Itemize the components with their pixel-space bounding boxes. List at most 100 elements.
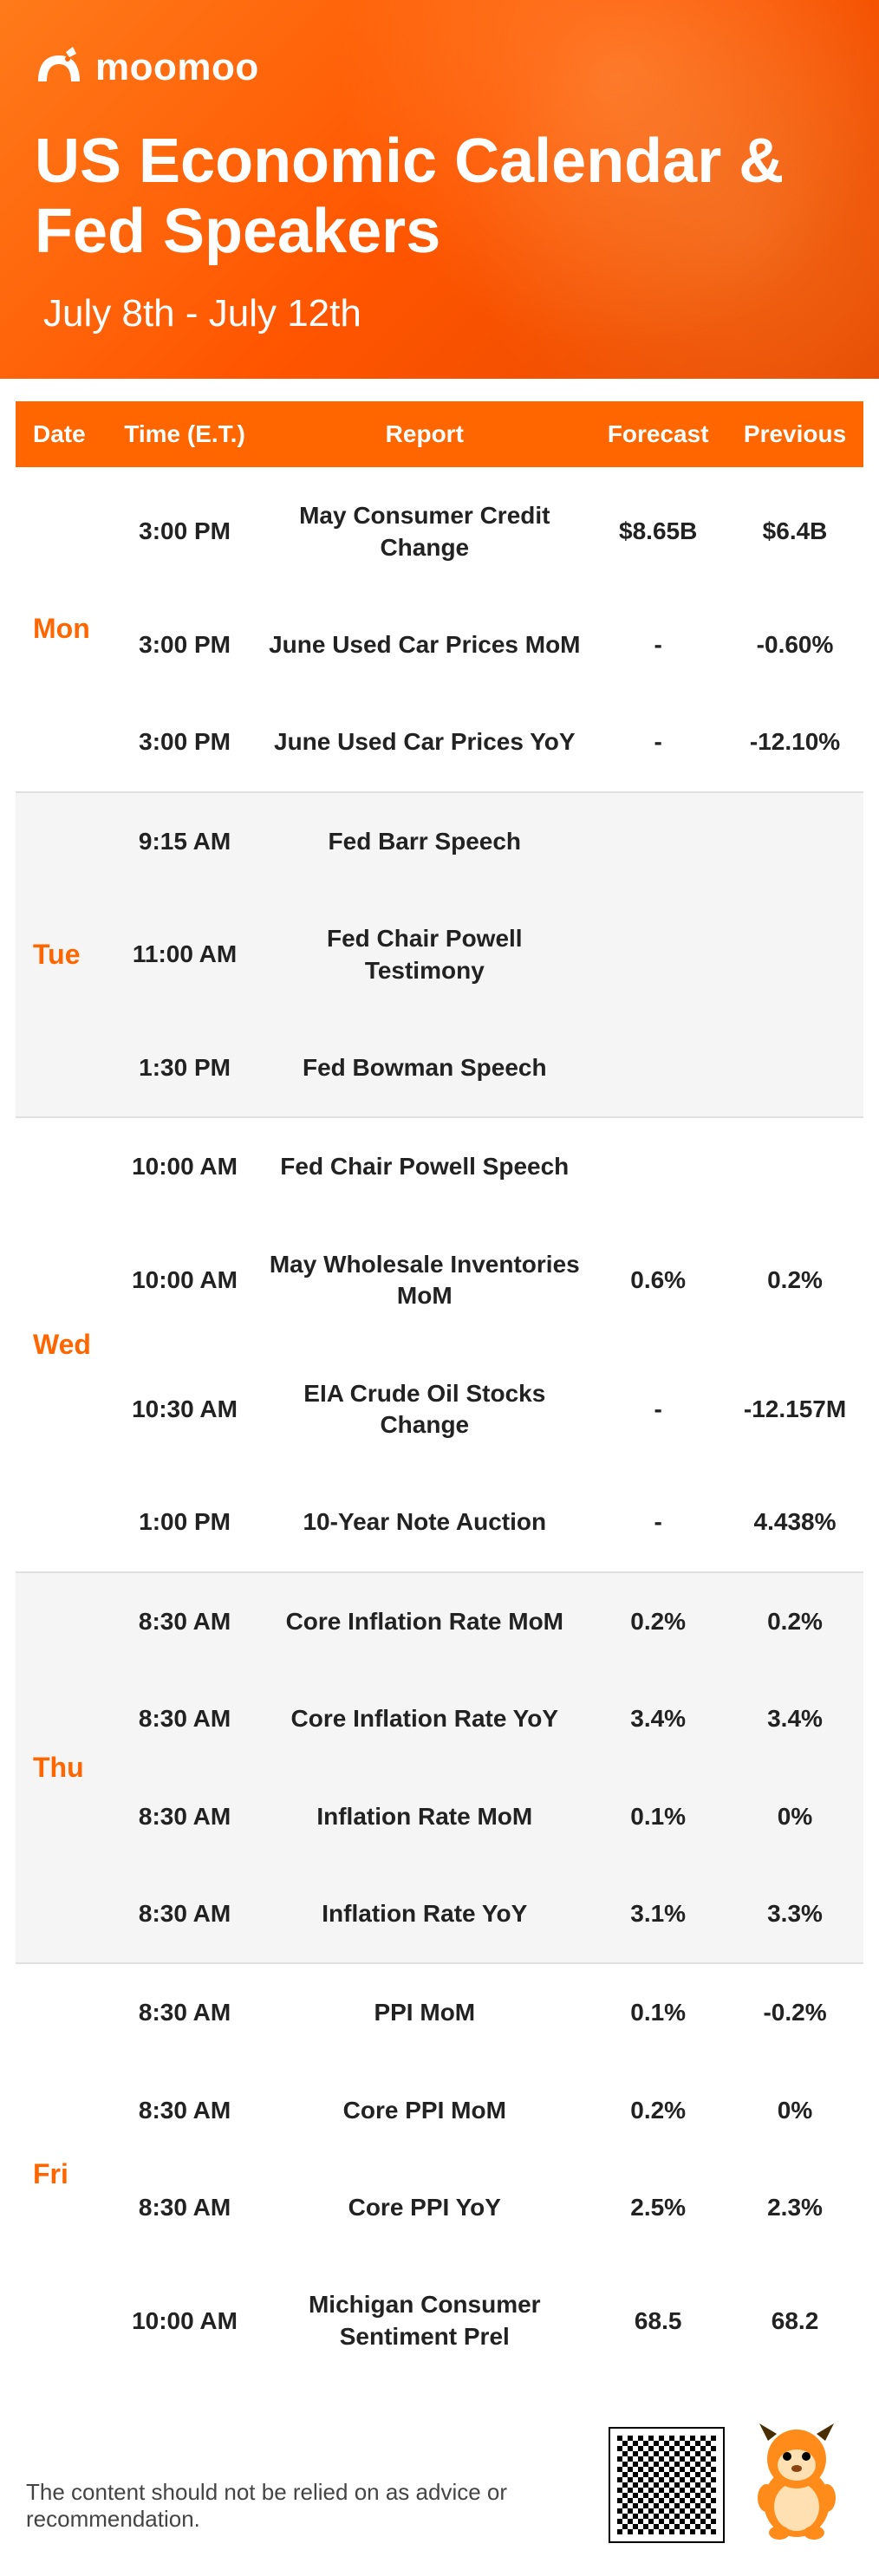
footer: The content should not be relied on as a… bbox=[0, 2385, 879, 2576]
day-cell: Thu bbox=[16, 1572, 110, 1964]
table-row: 8:30 AMCore PPI YoY2.5%2.3% bbox=[16, 2159, 863, 2256]
forecast-cell: 0.2% bbox=[589, 1572, 726, 1670]
forecast-cell bbox=[589, 890, 726, 1019]
table-row: 8:30 AMCore Inflation Rate YoY3.4%3.4% bbox=[16, 1670, 863, 1767]
forecast-cell: 68.5 bbox=[589, 2256, 726, 2385]
previous-cell: 0% bbox=[726, 1768, 863, 1865]
time-cell: 10:30 AM bbox=[110, 1345, 260, 1474]
table-row: 10:00 AMMay Wholesale Inventories MoM0.6… bbox=[16, 1216, 863, 1345]
col-header-time: Time (E.T.) bbox=[110, 401, 260, 467]
brand-name: moomoo bbox=[95, 46, 259, 89]
day-cell: Wed bbox=[16, 1117, 110, 1571]
time-cell: 1:00 PM bbox=[110, 1473, 260, 1571]
table-body: Mon3:00 PMMay Consumer Credit Change$8.6… bbox=[16, 467, 863, 2385]
table-row: 3:00 PMJune Used Car Prices YoY--12.10% bbox=[16, 693, 863, 791]
previous-cell: -12.10% bbox=[726, 693, 863, 791]
report-cell: Michigan Consumer Sentiment Prel bbox=[259, 2256, 589, 2385]
previous-cell: 2.3% bbox=[726, 2159, 863, 2256]
report-cell: Fed Bowman Speech bbox=[259, 1019, 589, 1117]
forecast-cell: 0.1% bbox=[589, 1768, 726, 1865]
previous-cell: 3.4% bbox=[726, 1670, 863, 1767]
table-row: Fri8:30 AMPPI MoM0.1%-0.2% bbox=[16, 1963, 863, 2061]
mascot-icon bbox=[740, 2411, 853, 2541]
time-cell: 11:00 AM bbox=[110, 890, 260, 1019]
time-cell: 8:30 AM bbox=[110, 1670, 260, 1767]
time-cell: 8:30 AM bbox=[110, 1963, 260, 2061]
time-cell: 9:15 AM bbox=[110, 792, 260, 890]
previous-cell bbox=[726, 1019, 863, 1117]
previous-cell: 0.2% bbox=[726, 1572, 863, 1670]
time-cell: 8:30 AM bbox=[110, 2062, 260, 2159]
time-cell: 10:00 AM bbox=[110, 2256, 260, 2385]
report-cell: Inflation Rate MoM bbox=[259, 1768, 589, 1865]
forecast-cell: 0.6% bbox=[589, 1216, 726, 1345]
report-cell: EIA Crude Oil Stocks Change bbox=[259, 1345, 589, 1474]
report-cell: Fed Barr Speech bbox=[259, 792, 589, 890]
forecast-cell bbox=[589, 1117, 726, 1215]
forecast-cell: - bbox=[589, 1345, 726, 1474]
report-cell: 10-Year Note Auction bbox=[259, 1473, 589, 1571]
time-cell: 3:00 PM bbox=[110, 467, 260, 596]
time-cell: 10:00 AM bbox=[110, 1216, 260, 1345]
previous-cell: 0.2% bbox=[726, 1216, 863, 1345]
logo-row: moomoo bbox=[35, 43, 844, 92]
forecast-cell: 3.4% bbox=[589, 1670, 726, 1767]
forecast-cell bbox=[589, 792, 726, 890]
report-cell: Core Inflation Rate MoM bbox=[259, 1572, 589, 1670]
report-cell: Fed Chair Powell Speech bbox=[259, 1117, 589, 1215]
forecast-cell: - bbox=[589, 1473, 726, 1571]
calendar-table: Date Time (E.T.) Report Forecast Previou… bbox=[16, 401, 863, 2385]
report-cell: June Used Car Prices YoY bbox=[259, 693, 589, 791]
table-row: 8:30 AMCore PPI MoM0.2%0% bbox=[16, 2062, 863, 2159]
report-cell: PPI MoM bbox=[259, 1963, 589, 2061]
col-header-report: Report bbox=[259, 401, 589, 467]
previous-cell: 0% bbox=[726, 2062, 863, 2159]
report-cell: Core Inflation Rate YoY bbox=[259, 1670, 589, 1767]
page-title: US Economic Calendar & Fed Speakers bbox=[35, 127, 844, 266]
previous-cell: $6.4B bbox=[726, 467, 863, 596]
forecast-cell: - bbox=[589, 596, 726, 693]
forecast-cell bbox=[589, 1019, 726, 1117]
forecast-cell: 0.1% bbox=[589, 1963, 726, 2061]
previous-cell: -0.60% bbox=[726, 596, 863, 693]
forecast-cell: $8.65B bbox=[589, 467, 726, 596]
previous-cell bbox=[726, 792, 863, 890]
time-cell: 1:30 PM bbox=[110, 1019, 260, 1117]
previous-cell: -0.2% bbox=[726, 1963, 863, 2061]
moomoo-logo-icon bbox=[35, 43, 83, 92]
previous-cell: 68.2 bbox=[726, 2256, 863, 2385]
table-row: 8:30 AMInflation Rate YoY3.1%3.3% bbox=[16, 1865, 863, 1963]
time-cell: 3:00 PM bbox=[110, 596, 260, 693]
time-cell: 3:00 PM bbox=[110, 693, 260, 791]
time-cell: 8:30 AM bbox=[110, 2159, 260, 2256]
table-row: 10:30 AMEIA Crude Oil Stocks Change--12.… bbox=[16, 1345, 863, 1474]
table-row: 3:00 PMJune Used Car Prices MoM--0.60% bbox=[16, 596, 863, 693]
col-header-date: Date bbox=[16, 401, 110, 467]
previous-cell: 3.3% bbox=[726, 1865, 863, 1963]
day-cell: Tue bbox=[16, 792, 110, 1118]
table-row: 1:30 PMFed Bowman Speech bbox=[16, 1019, 863, 1117]
report-cell: May Wholesale Inventories MoM bbox=[259, 1216, 589, 1345]
table-row: Thu8:30 AMCore Inflation Rate MoM0.2%0.2… bbox=[16, 1572, 863, 1670]
day-cell: Fri bbox=[16, 1963, 110, 2385]
table-row: Tue9:15 AMFed Barr Speech bbox=[16, 792, 863, 890]
table-row: Wed10:00 AMFed Chair Powell Speech bbox=[16, 1117, 863, 1215]
table-header: Date Time (E.T.) Report Forecast Previou… bbox=[16, 401, 863, 467]
col-header-previous: Previous bbox=[726, 401, 863, 467]
time-cell: 8:30 AM bbox=[110, 1865, 260, 1963]
table-row: 8:30 AMInflation Rate MoM0.1%0% bbox=[16, 1768, 863, 1865]
time-cell: 8:30 AM bbox=[110, 1768, 260, 1865]
day-cell: Mon bbox=[16, 467, 110, 792]
forecast-cell: 3.1% bbox=[589, 1865, 726, 1963]
table-row: Mon3:00 PMMay Consumer Credit Change$8.6… bbox=[16, 467, 863, 596]
calendar-table-wrap: Date Time (E.T.) Report Forecast Previou… bbox=[0, 379, 879, 2385]
report-cell: Fed Chair Powell Testimony bbox=[259, 890, 589, 1019]
table-row: 11:00 AMFed Chair Powell Testimony bbox=[16, 890, 863, 1019]
disclaimer-text: The content should not be relied on as a… bbox=[26, 2479, 593, 2541]
time-cell: 10:00 AM bbox=[110, 1117, 260, 1215]
header-banner: moomoo US Economic Calendar & Fed Speake… bbox=[0, 0, 879, 379]
table-row: 10:00 AMMichigan Consumer Sentiment Prel… bbox=[16, 2256, 863, 2385]
previous-cell bbox=[726, 1117, 863, 1215]
previous-cell: -12.157M bbox=[726, 1345, 863, 1474]
table-row: 1:00 PM10-Year Note Auction-4.438% bbox=[16, 1473, 863, 1571]
